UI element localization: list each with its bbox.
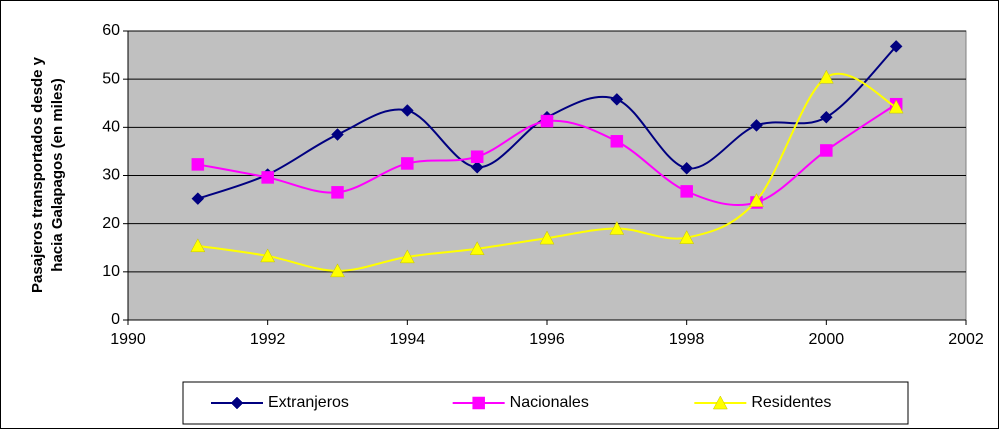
marker [610, 93, 624, 106]
x-tick-label: 1990 [110, 331, 146, 348]
legend-item: Residentes [694, 394, 831, 411]
y-tick-label: 20 [102, 215, 120, 232]
y-tick-label: 0 [111, 311, 120, 328]
marker [472, 396, 485, 410]
marker [191, 192, 205, 205]
marker [679, 230, 695, 244]
marker [680, 185, 693, 198]
marker [818, 69, 834, 84]
marker [261, 171, 274, 184]
marker [539, 230, 555, 245]
marker [750, 119, 763, 132]
marker [610, 135, 624, 148]
marker [260, 248, 276, 263]
marker [609, 220, 625, 235]
marker [331, 186, 344, 199]
marker [470, 160, 484, 174]
marker [888, 99, 904, 114]
legend [182, 381, 909, 425]
legend-label: Residentes [751, 394, 831, 411]
y-tick-label: 60 [102, 22, 120, 39]
marker [470, 150, 484, 163]
marker [540, 114, 554, 128]
x-tick-label: 2000 [809, 331, 845, 348]
x-tick-label: 1992 [250, 331, 286, 348]
marker [330, 263, 345, 278]
y-tick-label: 10 [102, 263, 120, 280]
x-tick-label: 2002 [948, 331, 984, 348]
marker [712, 395, 728, 410]
marker [820, 144, 833, 157]
marker [190, 238, 206, 253]
marker [399, 249, 415, 264]
marker [331, 128, 344, 141]
marker [230, 396, 244, 410]
series-line [197, 72, 897, 272]
x-tick-label: 1996 [529, 331, 565, 348]
y-tick-label: 40 [102, 119, 120, 136]
marker [401, 157, 414, 170]
marker [749, 193, 764, 207]
y-tick-label: 30 [102, 167, 120, 184]
marker [400, 104, 414, 117]
marker [469, 241, 485, 255]
legend-label: Nacionales [510, 394, 589, 411]
x-tick-label: 1994 [390, 331, 426, 348]
x-tick-label: 1998 [669, 331, 705, 348]
legend-item: Nacionales [452, 394, 589, 411]
marker [819, 110, 833, 124]
marker [889, 40, 903, 53]
y-axis-label: Pasajeros transportados desde y [29, 56, 46, 293]
y-tick-label: 50 [102, 70, 120, 87]
y-axis-label: hacia Galapagos (en miles) [49, 78, 66, 271]
marker [680, 161, 694, 175]
legend-label: Extranjeros [268, 394, 349, 411]
legend-item: Extranjeros [211, 394, 349, 411]
marker [191, 158, 205, 171]
